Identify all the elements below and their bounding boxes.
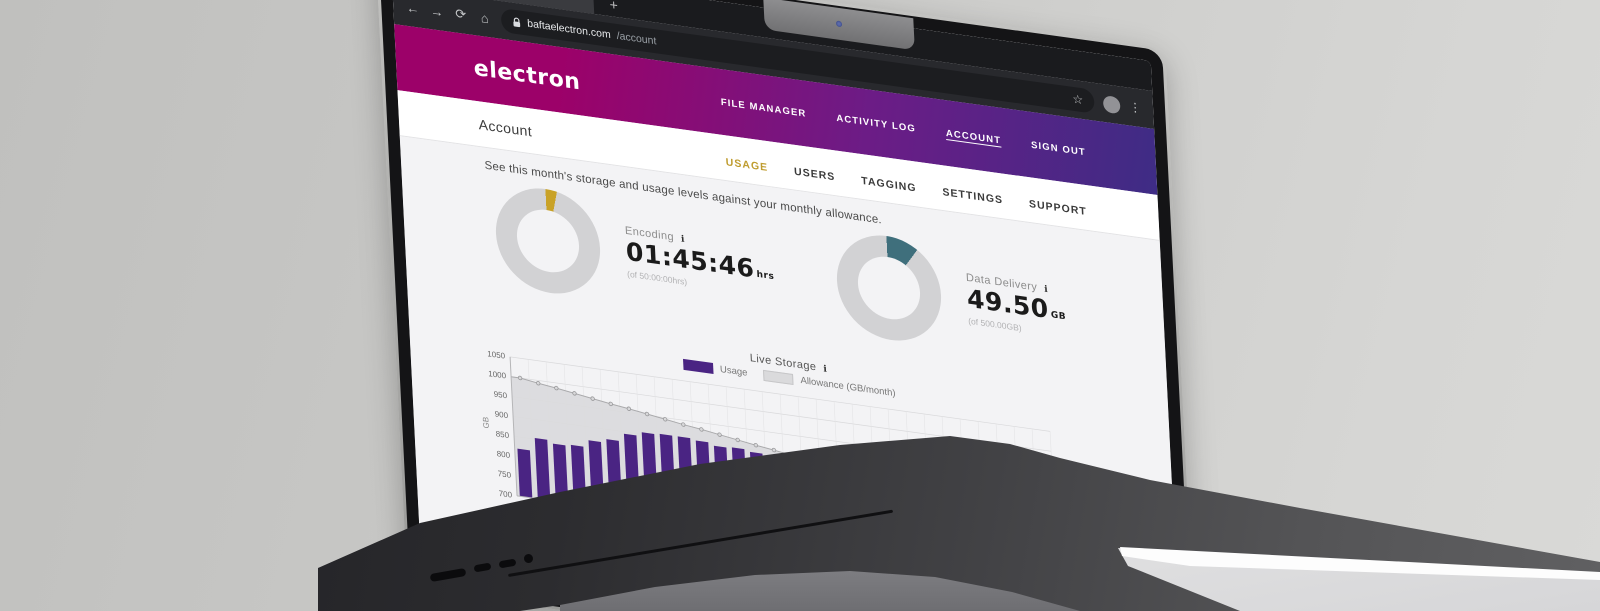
- info-icon[interactable]: i: [680, 234, 686, 246]
- svg-text:900: 900: [495, 409, 509, 420]
- svg-text:750: 750: [497, 469, 511, 480]
- profile-avatar[interactable]: [1102, 94, 1121, 114]
- lock-icon: [513, 17, 521, 27]
- nav-item-sign-out[interactable]: SIGN OUT: [1030, 139, 1087, 158]
- url-path: /account: [616, 29, 657, 48]
- svg-text:950: 950: [494, 390, 508, 401]
- nav-item-activity-log[interactable]: ACTIVITY LOG: [836, 112, 917, 135]
- svg-text:850: 850: [496, 429, 510, 440]
- back-icon[interactable]: ←: [405, 0, 420, 17]
- svg-text:GB: GB: [481, 416, 491, 429]
- svg-text:700: 700: [498, 489, 512, 500]
- data-delivery-stat: Data Delivery i 49.50 GB (of 500.00GB): [834, 228, 1068, 365]
- encoding-stat-text: Encoding i 01:45:46 hrs (of 50:00:00hrs): [625, 225, 776, 299]
- site-logo[interactable]: electron: [473, 55, 582, 96]
- data-delivery-stat-text: Data Delivery i 49.50 GB (of 500.00GB): [966, 272, 1067, 339]
- svg-text:800: 800: [497, 449, 511, 460]
- tab-support[interactable]: SUPPORT: [1028, 197, 1088, 218]
- page-title: Account: [478, 115, 533, 139]
- data-delivery-donut-chart: [834, 228, 944, 348]
- nav-item-file-manager[interactable]: FILE MANAGER: [720, 96, 807, 120]
- svg-text:1050: 1050: [487, 349, 506, 360]
- webcam-lens: [835, 20, 843, 28]
- bookmark-star-icon[interactable]: ☆: [1072, 91, 1084, 108]
- forward-icon[interactable]: →: [429, 2, 444, 20]
- browser-toolbar: ← → ⟳ ⌂ baftaelectron.com/account ☆: [392, 0, 1155, 129]
- new-tab-button[interactable]: +: [609, 0, 619, 14]
- info-icon[interactable]: i: [823, 364, 828, 375]
- tab-usage[interactable]: USAGE: [725, 155, 769, 174]
- tab-settings[interactable]: SETTINGS: [942, 185, 1004, 206]
- tab-tagging[interactable]: TAGGING: [860, 174, 917, 195]
- allowance-swatch: [763, 369, 794, 386]
- tab-users[interactable]: USERS: [793, 165, 836, 183]
- svg-text:1000: 1000: [488, 369, 507, 380]
- nav-item-account[interactable]: ACCOUNT: [945, 127, 1002, 147]
- data-delivery-unit: GB: [1050, 310, 1067, 323]
- home-icon[interactable]: ⌂: [480, 9, 489, 26]
- url-domain: baftaelectron.com: [526, 17, 611, 42]
- encoding-unit: hrs: [756, 269, 775, 283]
- url-bar[interactable]: baftaelectron.com/account ☆: [500, 7, 1095, 114]
- reload-icon[interactable]: ⟳: [454, 5, 467, 23]
- usage-swatch: [682, 358, 714, 374]
- browser-menu-icon[interactable]: ⋮: [1128, 99, 1142, 116]
- encoding-donut-chart: [493, 181, 603, 301]
- info-icon[interactable]: i: [1044, 284, 1049, 296]
